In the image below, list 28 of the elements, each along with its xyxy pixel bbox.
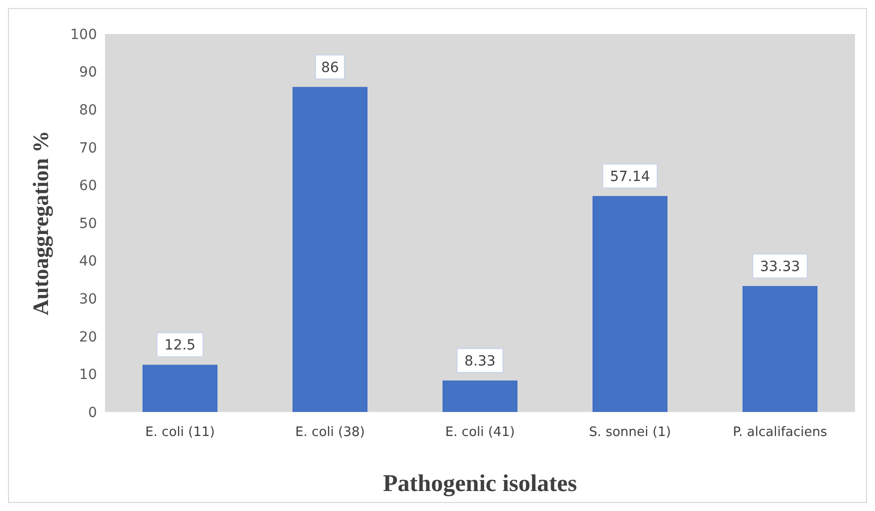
- data-label: 12.5: [164, 338, 196, 354]
- x-tick-label: E. coli (11): [145, 425, 215, 440]
- bar: [142, 364, 218, 412]
- x-tick-label: E. coli (38): [295, 425, 365, 440]
- y-tick-label: 0: [88, 404, 97, 421]
- y-tick-label: 40: [79, 254, 97, 270]
- y-axis-title: Autoaggregation %: [28, 130, 53, 316]
- x-axis-title: Pathogenic isolates: [383, 471, 577, 497]
- y-tick-label: 80: [79, 102, 97, 118]
- bar: [742, 286, 818, 412]
- bar: [292, 86, 368, 412]
- data-label: 86: [321, 60, 339, 76]
- y-tick-label: 90: [79, 64, 97, 81]
- data-label: 33.33: [760, 258, 800, 275]
- y-tick-label: 20: [79, 329, 97, 346]
- y-tick-label: 10: [79, 367, 97, 384]
- y-tick-label: 70: [79, 140, 97, 156]
- x-tick-label: E. coli (41): [445, 425, 515, 440]
- bar: [442, 380, 518, 412]
- x-tick-label: S. sonnei (1): [589, 425, 671, 440]
- x-tick-label: P. alcalifaciens: [732, 425, 828, 440]
- y-tick-label: 50: [79, 216, 97, 232]
- y-tick-label: 100: [70, 26, 97, 43]
- y-tick-label: 60: [79, 178, 97, 194]
- data-label: 8.33: [464, 353, 496, 370]
- bar: [592, 196, 668, 412]
- y-tick-label: 30: [79, 292, 97, 308]
- data-label: 57.14: [610, 168, 650, 185]
